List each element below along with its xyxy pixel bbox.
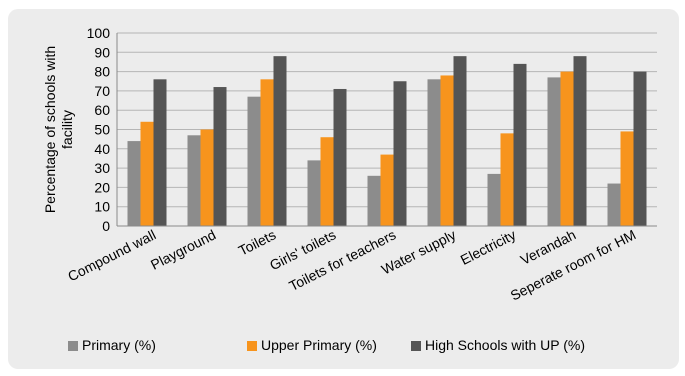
- bar: [213, 87, 227, 226]
- bar: [393, 81, 407, 226]
- legend-item: High Schools with UP (%): [411, 337, 585, 353]
- axes: [116, 33, 657, 227]
- bar: [453, 56, 467, 226]
- bar: [607, 183, 621, 226]
- y-tick-label: 60: [94, 102, 110, 118]
- bar: [380, 154, 394, 226]
- legend-swatch: [68, 341, 78, 351]
- y-tick-label: 10: [94, 199, 110, 215]
- x-tick-label: Toilets: [236, 226, 279, 258]
- bar: [500, 133, 514, 226]
- bar: [633, 71, 647, 226]
- bar: [260, 79, 274, 226]
- bar: [620, 131, 634, 226]
- bar: [273, 56, 287, 226]
- bar: [573, 56, 587, 226]
- y-axis-title: Percentage of schools withfacility: [42, 46, 75, 213]
- legend-label: Primary (%): [82, 337, 156, 353]
- bar: [440, 75, 454, 227]
- y-tick-label: 70: [94, 83, 110, 99]
- bar: [140, 121, 154, 226]
- bar: [127, 141, 141, 226]
- legend: Primary (%) Upper Primary (%) High Schools…: [68, 337, 585, 353]
- bar: [427, 79, 441, 226]
- legend-item: Primary (%): [68, 337, 156, 353]
- y-tick-label: 80: [94, 64, 110, 80]
- bar: [200, 129, 214, 226]
- bar: [513, 63, 527, 226]
- legend-swatch: [411, 341, 421, 351]
- legend-item: Upper Primary (%): [247, 337, 377, 353]
- bar: [187, 135, 201, 226]
- bars: [127, 56, 647, 227]
- bar: [247, 96, 261, 226]
- legend-label: High Schools with UP (%): [425, 337, 585, 353]
- legend-swatch: [247, 341, 257, 351]
- bar: [560, 71, 574, 226]
- x-tick-label: Electricity: [458, 226, 519, 267]
- bar: [547, 77, 561, 226]
- bar: [153, 79, 167, 226]
- y-tick-label: 0: [102, 218, 110, 234]
- y-tick-label: 30: [94, 160, 110, 176]
- x-tick-label: Compound wall: [65, 226, 158, 284]
- y-tick-label: 100: [87, 25, 111, 41]
- x-tick-label: Toilets for teachers: [286, 226, 398, 294]
- bar: [333, 88, 347, 226]
- x-tick-label: Playground: [148, 226, 218, 272]
- y-axis-title-line: facility: [59, 110, 75, 149]
- bar: [320, 137, 334, 226]
- bar: [367, 175, 381, 226]
- legend-label: Upper Primary (%): [261, 337, 377, 353]
- bar: [307, 160, 321, 226]
- y-tick-label: 50: [94, 122, 110, 138]
- bar: [487, 173, 501, 226]
- y-tick-label: 40: [94, 141, 110, 157]
- y-tick-label: 20: [94, 179, 110, 195]
- y-tick-label: 90: [94, 44, 110, 60]
- y-axis-title-line: Percentage of schools with: [42, 46, 58, 213]
- y-tick-labels: 0 10 20 30 40 50 60 70 80 90 100: [87, 25, 111, 234]
